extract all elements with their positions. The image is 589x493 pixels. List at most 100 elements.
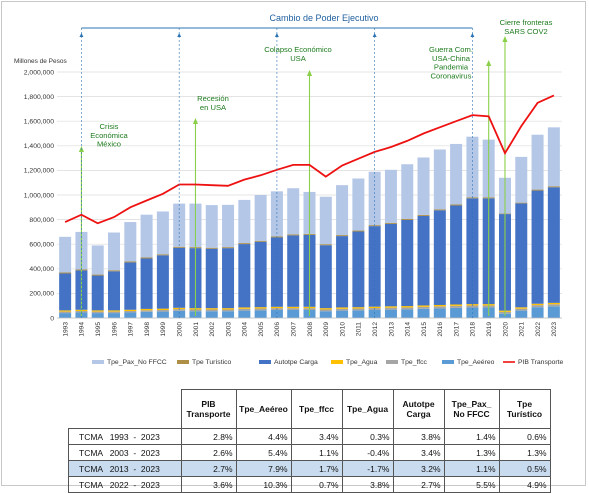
bar-segment — [92, 276, 104, 311]
bar-segment — [434, 305, 446, 306]
bar-segment — [336, 309, 348, 311]
bar-segment — [320, 310, 332, 312]
y-tick-label: 0 — [50, 315, 54, 322]
bar-segment — [385, 224, 397, 306]
bar-segment — [548, 187, 560, 303]
bar-segment — [92, 275, 104, 276]
legend-swatch — [331, 360, 343, 364]
y-tick-label: 1,800,000 — [24, 94, 54, 101]
bar-segment — [515, 203, 527, 204]
y-tick-label: 1,400,000 — [24, 143, 54, 150]
event-label: Colapso Económico — [264, 45, 332, 54]
bar-segment — [548, 303, 560, 304]
event-label: Económica — [90, 131, 128, 140]
table-cell: 2.7% — [181, 461, 236, 477]
bar-segment — [450, 304, 462, 305]
bar-segment — [287, 234, 299, 235]
bar-segment — [206, 248, 218, 249]
bar-segment — [141, 257, 153, 258]
bar-segment — [255, 241, 267, 242]
bar-segment — [124, 222, 136, 261]
table-cell: 4.4% — [236, 429, 291, 445]
bar-segment — [108, 312, 120, 313]
bar-segment — [59, 273, 71, 310]
bar-segment — [320, 244, 332, 245]
bar-segment — [532, 304, 544, 305]
x-tick-label: 1998 — [144, 322, 151, 337]
bar-segment — [271, 307, 283, 308]
x-tick-label: 2000 — [176, 322, 183, 337]
bar-segment — [418, 307, 430, 309]
row-label: TCMA 2013 - 2023 — [69, 461, 182, 477]
bar-segment — [108, 271, 120, 310]
bar-segment — [92, 313, 104, 318]
bar-segment — [450, 308, 462, 318]
table-corner — [69, 390, 182, 429]
bar-segment — [238, 307, 250, 308]
x-tick-label: 2005 — [258, 322, 265, 337]
table-cell: -1.7% — [342, 461, 393, 477]
event-label: Cierre fronteras — [500, 18, 553, 27]
bar-segment — [401, 220, 413, 306]
bar-segment — [385, 223, 397, 224]
bar-segment — [141, 309, 153, 310]
bar-segment — [385, 306, 397, 307]
bar-segment — [352, 179, 364, 231]
bar-segment — [320, 311, 332, 318]
table-column-header: Tpe_Agua — [342, 390, 393, 429]
bar-segment — [141, 215, 153, 258]
bar-segment — [255, 195, 267, 241]
y-tick-label: 400,000 — [29, 266, 54, 273]
x-tick-label: 2018 — [470, 322, 477, 337]
legend-swatch — [92, 360, 104, 364]
x-tick-label: 2016 — [437, 322, 444, 337]
bar-segment — [548, 186, 560, 187]
table-cell: 3.4% — [393, 445, 444, 461]
table-cell: 2.7% — [393, 477, 444, 493]
x-tick-label: 2003 — [225, 322, 232, 337]
table-cell: 0.5% — [499, 461, 550, 477]
x-tick-label: 1996 — [111, 322, 118, 337]
bar-segment — [401, 164, 413, 219]
y-axis: 0200,000400,000600,000800,0001,000,0001,… — [24, 69, 54, 322]
bar-segment — [434, 149, 446, 209]
table-cell: 3.4% — [291, 429, 342, 445]
table-cell: 3.2% — [393, 461, 444, 477]
y-tick-label: 600,000 — [29, 242, 54, 249]
legend-label: Tpe_Aeéreo — [457, 359, 495, 366]
x-tick-label: 2006 — [274, 322, 281, 337]
bar-segment — [108, 233, 120, 271]
bar-segment — [59, 237, 71, 273]
bar-segment — [515, 307, 527, 308]
x-tick-label: 2022 — [535, 322, 542, 337]
x-tick-label: 2012 — [372, 322, 379, 337]
y-tick-label: 1,600,000 — [24, 119, 54, 126]
bar-segment — [548, 127, 560, 186]
table-cell: 3.6% — [181, 477, 236, 493]
x-tick-label: 2001 — [193, 322, 200, 337]
bar-segment — [352, 232, 364, 308]
bar-segment — [320, 308, 332, 309]
bar-segment — [385, 170, 397, 223]
bar-segment — [222, 248, 234, 308]
legend-swatch — [259, 360, 271, 364]
table-cell: 7.9% — [236, 461, 291, 477]
x-tick-label: 2002 — [209, 322, 216, 337]
table-cell: 2.8% — [181, 429, 236, 445]
event-arrow-head — [307, 70, 312, 76]
bar-segment — [532, 307, 544, 318]
bar-segment — [287, 235, 299, 306]
table-cell: 1.7% — [291, 461, 342, 477]
bar-segment — [548, 304, 560, 306]
bar-segment — [255, 309, 267, 311]
bar-segment — [401, 307, 413, 309]
event-label: Coronavirus — [431, 71, 472, 80]
y-tick-label: 1,000,000 — [24, 192, 54, 199]
x-tick-label: 2004 — [242, 322, 249, 337]
bar-segment — [434, 306, 446, 308]
cambio-poder-bracket: Cambio de Poder Ejecutivo — [79, 11, 474, 320]
table-cell: 10.3% — [236, 477, 291, 493]
bar-segment — [124, 261, 136, 262]
bar-segment — [515, 309, 527, 311]
